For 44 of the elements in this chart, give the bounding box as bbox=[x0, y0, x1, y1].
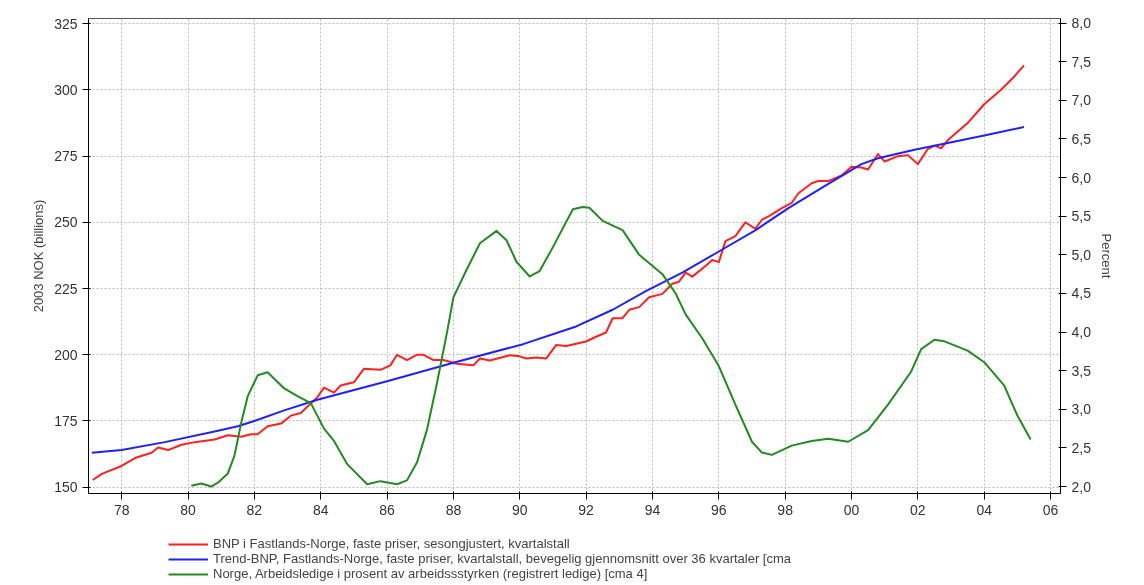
x-tick-label: 84 bbox=[312, 501, 329, 518]
x-tick-label: 88 bbox=[445, 501, 462, 518]
line-series bbox=[90, 126, 1026, 454]
y-tick-label: 150 bbox=[54, 479, 78, 496]
x-tick-label: 02 bbox=[910, 501, 926, 518]
y2-tick-label: 2,5 bbox=[1071, 439, 1092, 456]
x-tick-label: 06 bbox=[1042, 501, 1059, 518]
y-tick-label: 225 bbox=[54, 280, 78, 297]
x-tick-label: 00 bbox=[843, 501, 860, 518]
x-tick-label: 82 bbox=[246, 501, 263, 518]
y2-tick-label: 4,5 bbox=[1071, 285, 1092, 302]
y2-tick-label: 5,5 bbox=[1071, 208, 1092, 225]
y2-tick-label: 3,5 bbox=[1071, 362, 1092, 379]
x-tick-label: 78 bbox=[113, 501, 130, 518]
x-tick-label: 90 bbox=[511, 501, 528, 518]
y2-tick-label: 4,0 bbox=[1071, 324, 1092, 341]
y-tick-label: 275 bbox=[54, 148, 78, 165]
y2-tick-label: 6,5 bbox=[1071, 130, 1092, 147]
y-axis-title: 2003 NOK (billions) bbox=[31, 199, 47, 313]
y-tick-label: 200 bbox=[54, 346, 78, 363]
x-tick-label: 86 bbox=[379, 501, 396, 518]
x-tick-label: 94 bbox=[644, 501, 661, 518]
line-series bbox=[190, 205, 1032, 488]
y2-tick-label: 8,0 bbox=[1071, 15, 1092, 32]
y-tick-label: 250 bbox=[54, 214, 78, 231]
legend-label: Trend-BNP, Fastlands-Norge, faste priser, kvartalstall, bevegelig gjennomsnitt over 36 kvartaler [cma bbox=[213, 551, 792, 566]
x-tick-label: 04 bbox=[976, 501, 993, 518]
y-tick-label: 325 bbox=[54, 15, 78, 32]
x-tick-label: 80 bbox=[180, 501, 197, 518]
legend-label: Norge, Arbeidsledige i prosent av arbeidssstyrken (registrert ledige) [cma 4] bbox=[213, 566, 648, 581]
x-tick-label: 98 bbox=[777, 501, 794, 518]
y2-tick-label: 2,0 bbox=[1071, 478, 1092, 495]
x-tick-label: 92 bbox=[578, 501, 595, 518]
y2-axis-title: Percent bbox=[1098, 233, 1114, 279]
y2-tick-label: 3,0 bbox=[1071, 401, 1092, 418]
line-series bbox=[91, 64, 1026, 481]
y2-tick-label: 6,0 bbox=[1071, 169, 1092, 186]
y2-tick-label: 5,0 bbox=[1071, 246, 1092, 263]
y2-tick-label: 7,0 bbox=[1071, 92, 1092, 109]
y-tick-label: 175 bbox=[54, 412, 78, 429]
y2-tick-label: 7,5 bbox=[1071, 53, 1092, 70]
y-tick-label: 300 bbox=[54, 81, 78, 98]
x-tick-label: 96 bbox=[711, 501, 727, 518]
legend-label: BNP i Fastlands-Norge, faste priser, sesongjustert, kvartalstall bbox=[213, 536, 570, 551]
